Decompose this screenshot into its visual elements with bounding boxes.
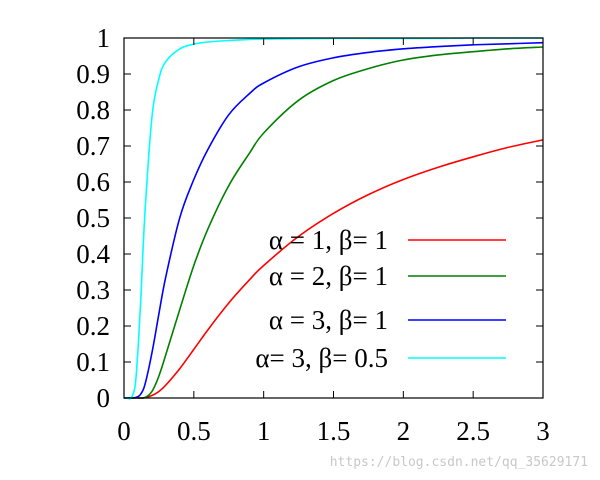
x-tick-label: 2.5 (456, 416, 490, 446)
series-line-3 (124, 41, 544, 399)
y-tick-label: 0.9 (76, 59, 110, 89)
y-tick-label: 0.8 (76, 95, 110, 125)
y-tick-label: 0.3 (76, 275, 110, 305)
legend-label-4: α= 3, β= 0.5 (255, 343, 388, 373)
y-tick-label: 0.6 (76, 167, 110, 197)
y-tick-label: 0.2 (76, 311, 110, 341)
x-tick-label: 1 (257, 416, 271, 446)
y-tick-label: 0.1 (76, 347, 110, 377)
x-tick-label: 2 (397, 416, 411, 446)
x-tick-label: 1.5 (317, 416, 351, 446)
legend-label-3: α = 3, β= 1 (269, 305, 388, 335)
axis-ticks (123, 37, 544, 399)
y-tick-label: 0.4 (76, 239, 110, 269)
y-tick-label: 0 (97, 383, 111, 413)
y-tick-labels: 0 0.1 0.2 0.3 0.4 0.5 0.6 0.7 0.8 0.9 1 (76, 23, 110, 413)
y-tick-label: 1 (97, 23, 111, 53)
legend-label-2: α = 2, β= 1 (269, 261, 388, 291)
x-tick-label: 3 (536, 416, 550, 446)
x-tick-label: 0 (117, 416, 131, 446)
legend-label-1: α = 1, β= 1 (269, 225, 388, 255)
y-tick-label: 0.7 (76, 131, 110, 161)
x-tick-labels: 0 0.5 1 1.5 2 2.5 3 (117, 416, 550, 446)
x-tick-label: 0.5 (177, 416, 211, 446)
watermark-text: https://blog.csdn.net/qq_35629171 (329, 455, 588, 470)
y-tick-label: 0.5 (76, 203, 110, 233)
legend: α = 1, β= 1 α = 2, β= 1 α = 3, β= 1 α= 3, β… (255, 225, 506, 373)
